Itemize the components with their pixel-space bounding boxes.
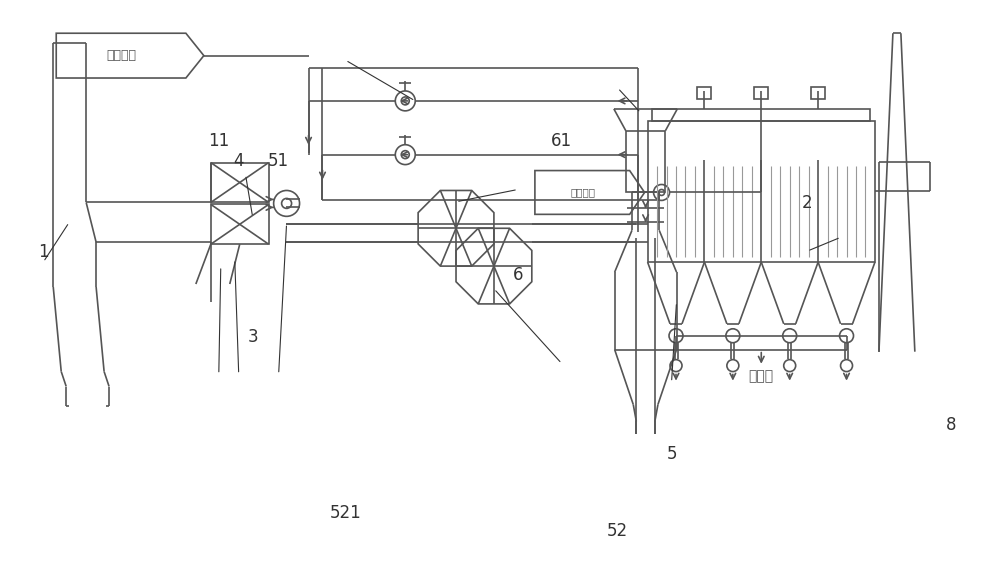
Bar [697, 87, 711, 99]
Text: 1: 1 [38, 243, 49, 261]
Bar [811, 87, 825, 99]
Bar [211, 162, 269, 202]
Text: 521: 521 [330, 503, 361, 522]
Text: 压缩空气: 压缩空气 [570, 188, 595, 197]
Text: 3: 3 [247, 328, 258, 346]
Text: 去灰仓: 去灰仓 [749, 370, 774, 384]
Text: 6: 6 [513, 265, 523, 284]
Text: 压缩空气: 压缩空气 [106, 49, 136, 62]
Bar [754, 87, 768, 99]
Text: 61: 61 [551, 132, 572, 150]
Text: 5: 5 [666, 445, 677, 463]
Text: 4: 4 [233, 152, 244, 170]
Text: 2: 2 [802, 194, 812, 212]
Bar [626, 131, 665, 192]
Text: 52: 52 [607, 522, 628, 540]
Text: 11: 11 [208, 132, 229, 150]
Bar [652, 109, 870, 121]
Text: 8: 8 [945, 416, 956, 435]
Bar [648, 121, 875, 262]
Text: 51: 51 [268, 152, 289, 170]
Bar [211, 204, 269, 244]
